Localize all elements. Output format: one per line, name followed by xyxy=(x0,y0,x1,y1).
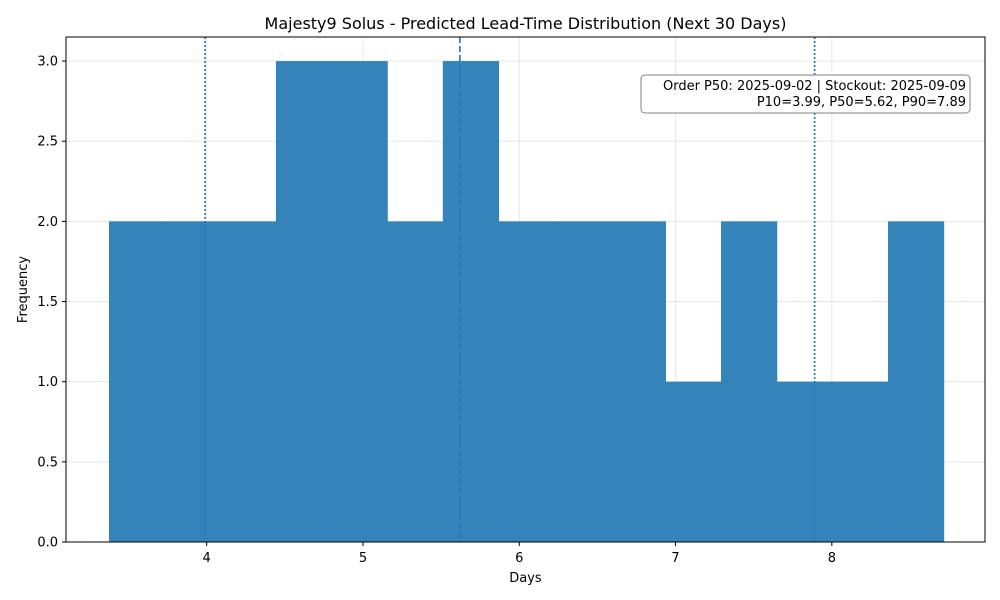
y-tick-label: 1.0 xyxy=(37,375,58,390)
x-tick-label: 5 xyxy=(359,551,367,566)
histogram-bar xyxy=(721,221,778,542)
histogram-bar xyxy=(387,221,444,542)
histogram-bar xyxy=(331,61,388,543)
reference-lines xyxy=(204,37,816,542)
histogram-bar xyxy=(164,221,221,542)
annotation-frame xyxy=(640,74,971,114)
y-tick-label: 3.0 xyxy=(37,55,58,70)
chart-title: Majesty9 Solus - Predicted Lead-Time Dis… xyxy=(265,14,787,33)
annotation-line-2: P10=3.99, P50=5.62, P90=7.89 xyxy=(757,95,966,110)
histogram-bar xyxy=(442,61,500,543)
y-tick-label: 0.0 xyxy=(37,536,58,551)
histogram-bar xyxy=(776,381,833,542)
y-axis-label: Frequency xyxy=(16,256,31,323)
histogram-bar xyxy=(665,381,722,542)
y-tick-label: 2.0 xyxy=(37,215,58,230)
x-axis-ticks: 4 5 6 7 8 xyxy=(203,542,836,566)
x-axis-label: Days xyxy=(509,571,542,586)
bars xyxy=(108,61,945,543)
histogram-bar xyxy=(554,221,611,542)
histogram-bar xyxy=(498,221,555,542)
histogram-bar xyxy=(609,221,666,542)
y-tick-label: 1.5 xyxy=(37,295,58,310)
histogram-bar xyxy=(275,61,333,543)
histogram-bar xyxy=(887,221,945,542)
x-tick-label: 4 xyxy=(203,551,211,566)
histogram-bar xyxy=(832,381,889,542)
plot-frame xyxy=(65,36,986,543)
y-axis-ticks: 0.0 0.5 1.0 1.5 2.0 2.5 3.0 xyxy=(37,55,66,551)
annotation-line-1: Order P50: 2025-09-02 | Stockout: 2025-0… xyxy=(663,79,966,94)
y-tick-label: 0.5 xyxy=(37,455,58,470)
y-tick-label: 2.5 xyxy=(37,135,58,150)
x-tick-label: 6 xyxy=(515,551,523,566)
annotation-box: Order P50: 2025-09-02 | Stockout: 2025-0… xyxy=(640,74,971,114)
histogram-bar xyxy=(108,221,166,542)
x-tick-label: 8 xyxy=(828,551,836,566)
x-tick-label: 7 xyxy=(671,551,679,566)
histogram-bar xyxy=(220,221,277,542)
